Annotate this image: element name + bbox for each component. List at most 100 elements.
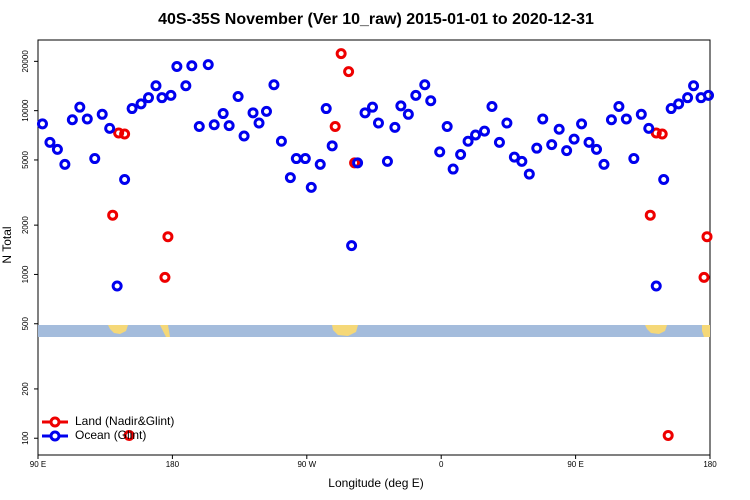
point [402, 108, 414, 120]
y-tick-label: 200 [21, 382, 30, 396]
x-tick-label: 90 E [30, 460, 46, 469]
point [598, 158, 610, 170]
point [479, 125, 491, 137]
point [605, 114, 617, 126]
point [89, 153, 101, 165]
point [462, 135, 474, 147]
point [180, 80, 192, 92]
point [644, 209, 656, 221]
point [561, 145, 573, 157]
y-tick-label: 2000 [21, 216, 30, 234]
point [591, 143, 603, 155]
point [66, 114, 78, 126]
point [217, 108, 229, 120]
point [162, 231, 174, 243]
point [662, 429, 674, 441]
point [123, 429, 135, 441]
point [156, 92, 168, 104]
point [260, 105, 272, 117]
legend-label: Ocean (Glint) [75, 428, 146, 442]
point [113, 127, 125, 139]
y-tick-label: 100 [21, 431, 30, 445]
point [111, 280, 123, 292]
point [698, 271, 710, 283]
point [268, 79, 280, 91]
point [329, 121, 341, 133]
x-tick-label: 90 E [567, 460, 583, 469]
point [223, 120, 235, 132]
point [275, 135, 287, 147]
point [367, 101, 379, 113]
point [395, 100, 407, 112]
x-tick-label: 90 W [297, 460, 316, 469]
point [537, 113, 549, 125]
point [320, 103, 332, 115]
point [372, 117, 384, 129]
point [186, 60, 198, 72]
point [501, 117, 513, 129]
point [682, 92, 694, 104]
point [703, 89, 715, 101]
point [104, 122, 116, 134]
point [107, 209, 119, 221]
point [126, 103, 138, 115]
point [150, 80, 162, 92]
point [470, 129, 482, 141]
point [650, 280, 662, 292]
legend-swatch-marker [49, 430, 61, 442]
point [419, 79, 431, 91]
point [359, 107, 371, 119]
legend-label: Land (Nadir&Glint) [75, 414, 174, 428]
point [238, 130, 250, 142]
point [516, 155, 528, 167]
point [202, 59, 214, 71]
point [81, 113, 93, 125]
y-tick-label: 5000 [21, 151, 30, 169]
point [447, 163, 459, 175]
point [665, 103, 677, 115]
point [193, 121, 205, 133]
point [389, 121, 401, 133]
y-tick-label: 500 [21, 317, 30, 331]
point [688, 80, 700, 92]
point [96, 108, 108, 120]
legend-swatch-marker [49, 416, 61, 428]
point [673, 98, 685, 110]
x-tick-label: 180 [703, 460, 717, 469]
point [650, 127, 662, 139]
point [658, 173, 670, 185]
point [441, 121, 453, 133]
point [208, 119, 220, 131]
point [620, 113, 632, 125]
point [165, 89, 177, 101]
map-strip [38, 325, 710, 337]
point [493, 136, 505, 148]
x-tick-label: 0 [439, 460, 444, 469]
x-axis-label: Longitude (deg E) [328, 476, 423, 490]
point [305, 181, 317, 193]
point [135, 98, 147, 110]
point [59, 158, 71, 170]
point [346, 240, 358, 252]
point [74, 101, 86, 113]
point [583, 136, 595, 148]
point [247, 107, 259, 119]
point [143, 92, 155, 104]
y-axis-label: N Total [0, 226, 14, 263]
point [425, 95, 437, 107]
y-tick-label: 1000 [21, 265, 30, 283]
point [44, 136, 56, 148]
point [119, 128, 131, 140]
chart-title: 40S-35S November (Ver 10_raw) 2015-01-01… [158, 11, 594, 28]
point [701, 231, 713, 243]
point [531, 142, 543, 154]
point [335, 48, 347, 60]
point [576, 118, 588, 130]
point [352, 157, 364, 169]
point [299, 153, 311, 165]
point [486, 101, 498, 113]
point [523, 168, 535, 180]
y-tick-label: 20000 [21, 50, 30, 73]
y-tick-label: 10000 [21, 99, 30, 122]
